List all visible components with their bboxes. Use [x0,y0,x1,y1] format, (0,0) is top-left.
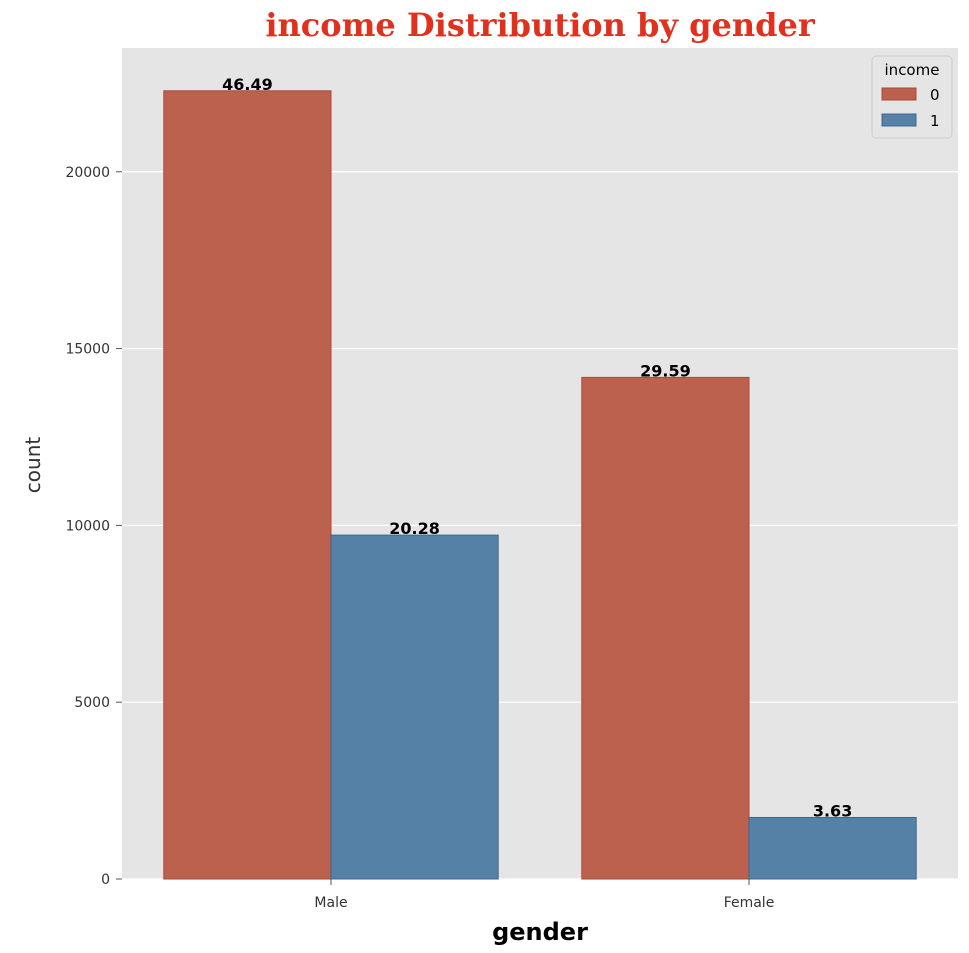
y-tick-label: 15000 [65,342,110,358]
bar-female-income-0 [581,376,750,880]
x-axis-ticks: Male Female [314,879,774,911]
y-tick-label: 0 [101,872,110,888]
y-axis-ticks: 0 5000 10000 15000 20000 [65,165,122,888]
legend-title: income [885,61,940,79]
bar-male-income-0 [163,90,332,880]
data-label: 46.49 [222,75,273,94]
legend: income 0 1 [871,55,953,139]
y-tick-label: 20000 [65,165,110,181]
bar-female-income-1 [748,816,917,880]
data-label: 20.28 [389,519,440,538]
legend-label: 0 [930,86,940,104]
x-axis-label: gender [492,918,588,946]
legend-label: 1 [930,112,940,130]
data-label: 29.59 [640,361,691,380]
y-tick-label: 10000 [65,518,110,534]
y-tick-label: 5000 [74,695,110,711]
x-tick-label: Female [724,895,775,911]
chart-title: income Distribution by gender [265,6,816,44]
legend-swatch [881,113,917,127]
x-tick-label: Male [314,895,347,911]
data-label: 3.63 [813,801,852,820]
data-labels: 46.49 20.28 29.59 3.63 [222,75,852,821]
y-axis-label: count [21,437,45,494]
bars [163,90,917,880]
legend-swatch [881,87,917,101]
bar-male-income-1 [330,534,499,880]
